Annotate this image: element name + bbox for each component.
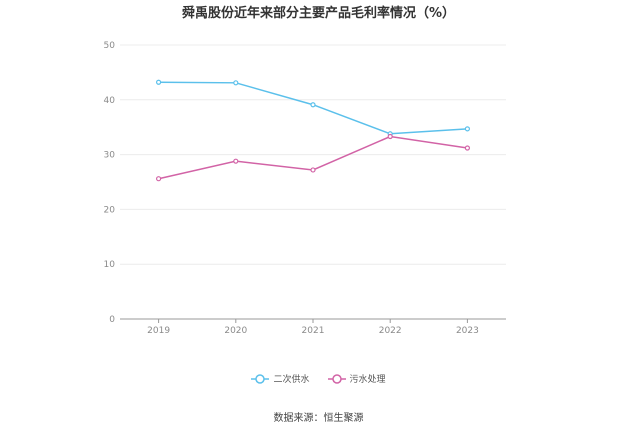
data-point[interactable] xyxy=(233,80,239,86)
legend-swatch-series-1 xyxy=(327,373,346,384)
x-tick-label: 2021 xyxy=(302,326,325,336)
legend-label-series-1: 污水处理 xyxy=(349,375,386,385)
x-tick-label: 2022 xyxy=(379,326,402,336)
series-lines xyxy=(156,79,470,182)
data-point[interactable] xyxy=(310,167,316,173)
legend-item-series-0[interactable]: 二次供水 xyxy=(251,372,310,385)
chart-title: 舜禹股份近年来部分主要产品毛利率情况（%） xyxy=(181,6,456,21)
tick-labels: 0 10 20 30 40 50 2019 2020 2021 2022 2023 xyxy=(104,41,479,336)
data-point[interactable] xyxy=(310,102,316,108)
data-point[interactable] xyxy=(156,79,162,85)
y-tick-label: 0 xyxy=(109,315,115,325)
legend-item-series-1[interactable]: 污水处理 xyxy=(327,372,386,385)
x-tick-label: 2023 xyxy=(456,326,479,336)
grid-lines xyxy=(120,44,506,265)
y-tick-label: 40 xyxy=(104,96,116,106)
legend-swatch-series-0 xyxy=(251,373,270,384)
data-point[interactable] xyxy=(464,126,470,132)
y-tick-label: 10 xyxy=(104,260,116,270)
legend: 二次供水 污水处理 xyxy=(0,372,637,385)
source-note: 数据来源：恒生聚源 xyxy=(273,413,364,424)
data-point[interactable] xyxy=(233,158,239,164)
legend-label-series-0: 二次供水 xyxy=(273,375,310,385)
x-tick-label: 2019 xyxy=(147,326,170,336)
series-line-0 xyxy=(158,81,468,135)
y-tick-label: 30 xyxy=(104,151,116,161)
x-tick-label: 2020 xyxy=(224,326,247,336)
y-tick-label: 20 xyxy=(104,205,116,215)
y-tick-label: 50 xyxy=(104,41,116,51)
data-point[interactable] xyxy=(387,133,393,140)
axes xyxy=(120,318,506,323)
data-point[interactable] xyxy=(156,176,162,182)
data-point[interactable] xyxy=(464,145,470,151)
